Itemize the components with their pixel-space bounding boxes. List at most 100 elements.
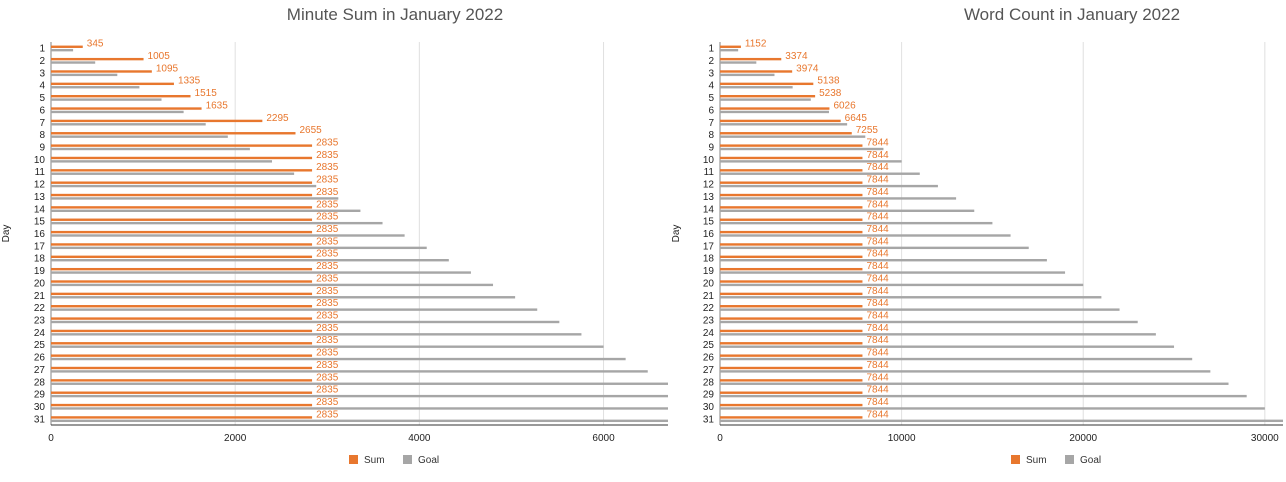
goal-bar [720,407,1265,410]
y-tick-label: 29 [703,390,715,401]
y-tick-label: 11 [704,167,715,178]
goal-bar [720,135,866,138]
y-tick-label: 4 [39,81,45,92]
y-tick-label: 13 [34,192,46,203]
y-tick-label: 28 [34,377,46,388]
y-tick-label: 9 [39,143,45,154]
sum-data-label: 2835 [316,372,339,383]
sum-data-label: 7844 [866,286,889,297]
goal-bar [720,86,793,89]
goal-bar [51,184,317,188]
sum-bar [51,379,313,382]
sum-data-label: 1335 [178,76,201,87]
goal-bar [51,73,118,77]
goal-bar [720,246,1029,250]
legend-goal-label: Goal [418,455,439,466]
sum-data-label: 7844 [866,236,889,247]
sum-bar [51,280,313,283]
legend-goal-swatch [403,455,412,464]
y-tick-label: 19 [34,266,46,277]
y-tick-label: 24 [703,328,715,339]
goal-bar [720,308,1120,311]
sum-bar [720,305,863,308]
sum-data-label: 7844 [866,162,889,173]
goal-bar [51,61,96,64]
sum-data-label: 7844 [866,150,889,161]
sum-bar [51,243,313,246]
goal-bar [720,73,775,77]
x-tick-label: 0 [717,433,723,444]
goal-bar [51,221,383,225]
y-tick-label: 6 [39,105,45,116]
sum-bar [51,70,152,73]
sum-bar [720,292,863,296]
sum-bar [51,45,83,48]
sum-bar [51,354,313,357]
sum-data-label: 7844 [866,224,889,235]
y-tick-label: 15 [703,217,715,228]
sum-bar [720,206,863,209]
sum-bar [51,193,313,197]
legend-goal-swatch [1065,455,1074,464]
sum-data-label: 7844 [866,187,889,198]
sum-data-label: 2835 [316,273,339,284]
sum-data-label: 7844 [866,310,889,321]
chart-title: Word Count in January 2022 [964,5,1180,24]
x-tick-label: 0 [48,433,54,444]
goal-bar [51,407,668,410]
x-tick-label: 30000 [1251,433,1279,444]
y-tick-label: 18 [34,254,46,265]
y-tick-label: 2 [39,56,45,67]
y-tick-label: 5 [39,93,45,104]
sum-data-label: 1515 [195,88,218,99]
sum-data-label: 2835 [316,310,339,321]
sum-data-label: 6645 [845,113,868,124]
sum-bar [720,218,863,221]
y-tick-label: 31 [34,414,46,425]
goal-bar [720,271,1066,274]
goal-bar [51,48,74,52]
x-tick-label: 2000 [224,433,247,444]
y-tick-label: 22 [34,303,46,314]
goal-bar [51,259,449,262]
sum-bar [720,366,863,370]
sum-data-label: 7844 [866,175,889,186]
sum-data-label: 2835 [316,138,339,149]
sum-bar [720,94,816,98]
sum-bar [720,416,863,419]
sum-bar [51,156,313,160]
y-tick-label: 20 [34,278,46,289]
sum-data-label: 2835 [316,212,339,223]
sum-data-label: 2835 [316,409,339,420]
sum-bar [51,82,174,86]
sum-data-label: 2835 [316,298,339,309]
sum-bar [51,218,313,221]
minute-sum-chart: Minute Sum in January 2022 0 2000 4000 6000 D… [1,5,668,466]
x-tick-label: 6000 [592,433,615,444]
sum-bar [51,181,313,184]
y-axis-title: Day [671,225,682,243]
y-tick-label: 30 [34,402,46,413]
sum-bar [51,305,313,308]
goal-bar [720,172,920,175]
sum-bar [720,329,863,333]
y-tick-label: 4 [708,81,714,92]
sum-bar [720,280,863,283]
y-tick-label: 25 [703,340,715,351]
sum-bar [51,317,313,320]
sum-bar [51,403,313,407]
goal-bar [51,345,604,348]
sum-bar [720,169,863,172]
legend-sum-label: Sum [364,455,385,466]
y-tick-label: 25 [34,340,46,351]
sum-data-label: 7844 [866,409,889,420]
goal-bar [720,61,757,64]
goal-bar [720,370,1211,373]
y-tick-label: 13 [703,192,715,203]
sum-bar [720,181,863,184]
sum-bar [720,70,793,73]
legend-goal-label: Goal [1080,455,1101,466]
goal-bar [51,394,668,398]
sum-data-label: 7844 [866,335,889,346]
goal-bar [51,147,250,151]
